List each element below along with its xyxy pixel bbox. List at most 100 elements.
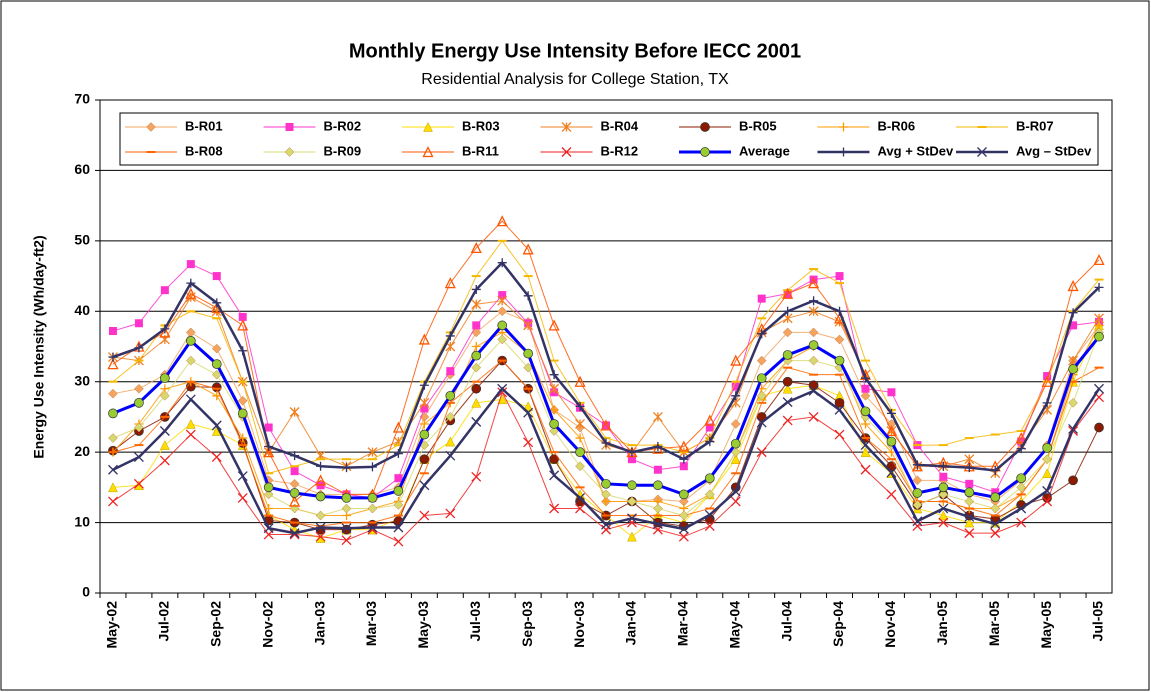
data-point	[264, 442, 274, 452]
data-point	[393, 486, 404, 496]
data-point	[575, 433, 585, 443]
data-point	[185, 418, 196, 429]
data-point	[392, 421, 404, 433]
legend-marker	[839, 122, 848, 132]
data-point	[1015, 432, 1027, 444]
legend-box	[119, 112, 1099, 166]
data-point	[108, 352, 118, 362]
data-point	[212, 298, 222, 308]
data-point	[964, 487, 975, 498]
data-point	[808, 277, 820, 289]
legend-marker	[561, 147, 572, 157]
data-point	[1016, 517, 1027, 528]
data-point	[341, 493, 352, 503]
data-point	[159, 440, 170, 450]
x-tick-label: Nov-04	[882, 601, 898, 648]
legend-label: B-R02	[324, 118, 362, 133]
data-point	[393, 500, 404, 510]
data-point	[627, 447, 637, 457]
data-point	[523, 401, 534, 412]
data-point	[886, 408, 896, 418]
data-point	[1016, 473, 1027, 484]
data-point	[783, 306, 793, 316]
x-tick-label: Jan-04	[623, 601, 639, 646]
data-point	[627, 480, 637, 491]
data-point	[393, 449, 403, 459]
data-point	[965, 479, 974, 488]
data-point	[912, 475, 923, 486]
y-tick-label: 60	[74, 161, 90, 177]
data-point	[471, 299, 482, 310]
data-point	[186, 278, 196, 288]
data-point	[108, 388, 118, 399]
series	[108, 258, 1104, 475]
x-tick-label: Jul-04	[778, 601, 794, 642]
x-tick-label: Mar-05	[986, 601, 1002, 646]
x-tick-label: Jul-02	[156, 601, 172, 642]
legend-label: B-R07	[1016, 118, 1054, 133]
data-point	[782, 383, 793, 394]
data-point	[108, 464, 118, 475]
chart-subtitle: Residential Analysis for College Station…	[421, 71, 729, 88]
data-point	[809, 296, 819, 306]
data-point	[782, 415, 793, 426]
data-point	[393, 522, 404, 533]
data-point	[445, 450, 456, 461]
data-point	[315, 491, 326, 502]
data-point	[212, 272, 221, 281]
data-point	[678, 440, 690, 452]
data-point	[290, 451, 300, 461]
data-point	[185, 336, 196, 346]
data-point	[444, 277, 456, 289]
data-point	[990, 465, 1000, 475]
data-point	[549, 383, 560, 394]
data-point	[497, 306, 508, 317]
data-point	[159, 455, 170, 466]
data-point	[263, 446, 275, 458]
data-point	[419, 454, 430, 465]
data-point	[678, 531, 689, 542]
data-point	[497, 295, 508, 306]
data-point	[419, 380, 429, 390]
data-point	[990, 519, 1001, 529]
series	[108, 327, 1104, 521]
data-point	[549, 370, 559, 380]
data-point	[938, 517, 949, 528]
data-point	[704, 414, 716, 426]
data-point	[549, 405, 559, 415]
data-point	[938, 461, 948, 471]
data-point	[237, 492, 248, 503]
data-point	[549, 503, 560, 514]
data-point	[808, 327, 819, 338]
data-point	[159, 426, 170, 436]
data-point	[211, 369, 222, 380]
data-point	[523, 407, 534, 418]
data-point	[393, 536, 404, 547]
data-point	[523, 320, 534, 331]
data-point	[263, 489, 274, 500]
data-point	[886, 489, 897, 500]
data-point	[834, 404, 845, 415]
data-point	[757, 329, 767, 339]
data-point	[238, 312, 247, 321]
data-point	[160, 324, 170, 334]
data-point	[575, 447, 585, 457]
data-point	[107, 358, 119, 370]
data-point	[367, 462, 377, 472]
data-point	[134, 343, 144, 353]
series	[107, 215, 1105, 507]
data-point	[341, 503, 352, 514]
data-point	[653, 442, 663, 452]
data-point	[757, 294, 766, 303]
legend-label: B-R05	[739, 118, 777, 133]
data-point	[730, 354, 742, 366]
series	[108, 387, 1104, 547]
data-point	[730, 438, 741, 449]
legend-label: B-R11	[462, 143, 499, 158]
legend-marker	[700, 147, 710, 157]
data-point	[367, 493, 378, 503]
data-point	[419, 429, 430, 440]
data-point	[704, 509, 715, 520]
x-tick-label: Jul-03	[467, 601, 483, 642]
data-point	[782, 350, 793, 360]
